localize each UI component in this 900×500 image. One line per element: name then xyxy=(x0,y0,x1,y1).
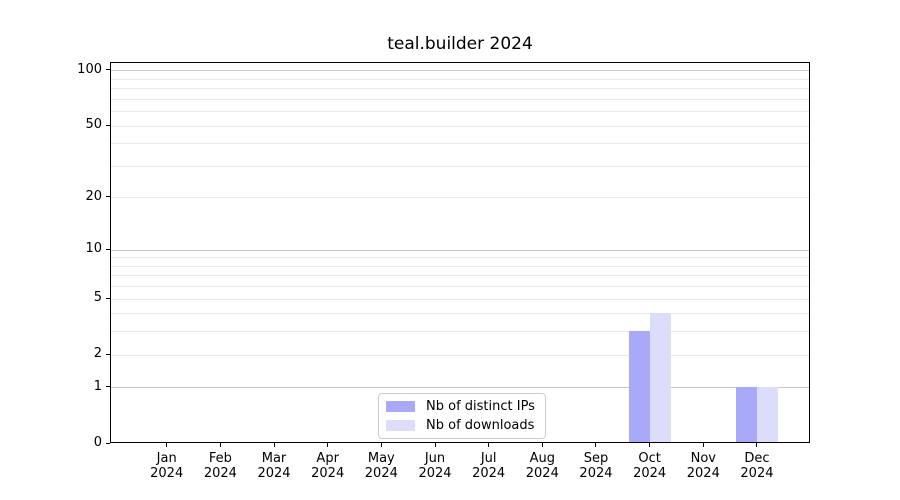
legend: Nb of distinct IPs Nb of downloads xyxy=(378,393,546,439)
x-tick-year-label: 2024 xyxy=(579,466,613,481)
minor-gridline xyxy=(111,298,809,300)
x-axis-tick xyxy=(273,443,275,447)
x-axis-tick xyxy=(327,443,329,447)
x-axis-tick xyxy=(434,443,436,447)
x-axis-tick xyxy=(702,443,704,447)
x-axis-tick xyxy=(756,443,758,447)
minor-gridline xyxy=(111,88,809,90)
x-axis-tick xyxy=(649,443,651,447)
y-axis-tick xyxy=(106,442,110,444)
y-tick-label: 20 xyxy=(85,188,102,204)
x-tick-year-label: 2024 xyxy=(525,466,559,481)
y-axis-tick xyxy=(106,248,110,250)
x-axis-tick xyxy=(166,443,168,447)
legend-swatch-distinct-ips-icon xyxy=(386,401,415,413)
x-axis-tick xyxy=(595,443,597,447)
x-tick-label: Jun 2024 xyxy=(395,451,475,481)
plot-area xyxy=(110,62,810,443)
legend-item-downloads: Nb of downloads xyxy=(386,418,538,433)
major-gridline xyxy=(111,387,809,389)
x-axis-tick xyxy=(380,443,382,447)
y-axis-tick xyxy=(106,196,110,198)
y-tick-label: 10 xyxy=(85,241,102,257)
legend-label-downloads: Nb of downloads xyxy=(426,417,535,433)
x-tick-label: Apr 2024 xyxy=(288,451,368,481)
y-axis-tick xyxy=(106,124,110,126)
x-tick-label: Jan 2024 xyxy=(127,451,207,481)
y-axis-tick xyxy=(106,69,110,71)
x-tick-label: Oct 2024 xyxy=(610,451,690,481)
minor-gridline xyxy=(111,286,809,288)
x-tick-year-label: 2024 xyxy=(740,466,774,481)
x-tick-year-label: 2024 xyxy=(311,466,345,481)
y-axis-tick xyxy=(106,386,110,388)
x-tick-label: Nov 2024 xyxy=(663,451,743,481)
y-axis-tick xyxy=(106,353,110,355)
x-tick-year-label: 2024 xyxy=(418,466,452,481)
minor-gridline xyxy=(111,165,809,167)
x-tick-label: May 2024 xyxy=(341,451,421,481)
minor-gridline xyxy=(111,354,809,356)
y-axis-tick xyxy=(106,297,110,299)
x-tick-year-label: 2024 xyxy=(203,466,237,481)
x-tick-label: Jul 2024 xyxy=(449,451,529,481)
minor-gridline xyxy=(111,98,809,100)
x-axis-tick xyxy=(541,443,543,447)
x-axis-tick xyxy=(219,443,221,447)
legend-label-distinct-ips: Nb of distinct IPs xyxy=(426,399,535,415)
bar-distinct-ips-dec xyxy=(735,386,757,442)
minor-gridline xyxy=(111,143,809,145)
bar-downloads-oct xyxy=(649,312,671,442)
minor-gridline xyxy=(111,111,809,113)
major-gridline xyxy=(111,70,809,72)
legend-swatch-downloads-icon xyxy=(386,419,415,431)
x-tick-label: Dec 2024 xyxy=(717,451,797,481)
y-tick-label: 50 xyxy=(85,117,102,133)
x-tick-year-label: 2024 xyxy=(686,466,720,481)
x-tick-label: Aug 2024 xyxy=(502,451,582,481)
x-tick-label: Sep 2024 xyxy=(556,451,636,481)
minor-gridline xyxy=(111,125,809,127)
x-tick-label: Mar 2024 xyxy=(234,451,314,481)
bar-downloads-dec xyxy=(756,386,778,442)
minor-gridline xyxy=(111,197,809,199)
bar-distinct-ips-oct xyxy=(628,330,650,442)
minor-gridline xyxy=(111,78,809,80)
x-tick-year-label: 2024 xyxy=(364,466,398,481)
x-axis-tick xyxy=(488,443,490,447)
minor-gridline xyxy=(111,275,809,277)
y-tick-label: 0 xyxy=(93,435,102,450)
minor-gridline xyxy=(111,313,809,315)
y-tick-label: 5 xyxy=(93,290,102,306)
x-tick-year-label: 2024 xyxy=(257,466,291,481)
chart-title: teal.builder 2024 xyxy=(387,34,533,54)
x-tick-year-label: 2024 xyxy=(472,466,506,481)
minor-gridline xyxy=(111,265,809,267)
major-gridline xyxy=(111,249,809,251)
x-tick-year-label: 2024 xyxy=(150,466,184,481)
x-tick-label: Feb 2024 xyxy=(180,451,260,481)
x-tick-year-label: 2024 xyxy=(633,466,667,481)
y-tick-label: 1 xyxy=(93,378,102,394)
y-tick-label: 100 xyxy=(77,61,102,77)
y-tick-label: 2 xyxy=(93,346,102,362)
legend-item-distinct-ips: Nb of distinct IPs xyxy=(386,399,538,414)
minor-gridline xyxy=(111,331,809,333)
minor-gridline xyxy=(111,257,809,259)
